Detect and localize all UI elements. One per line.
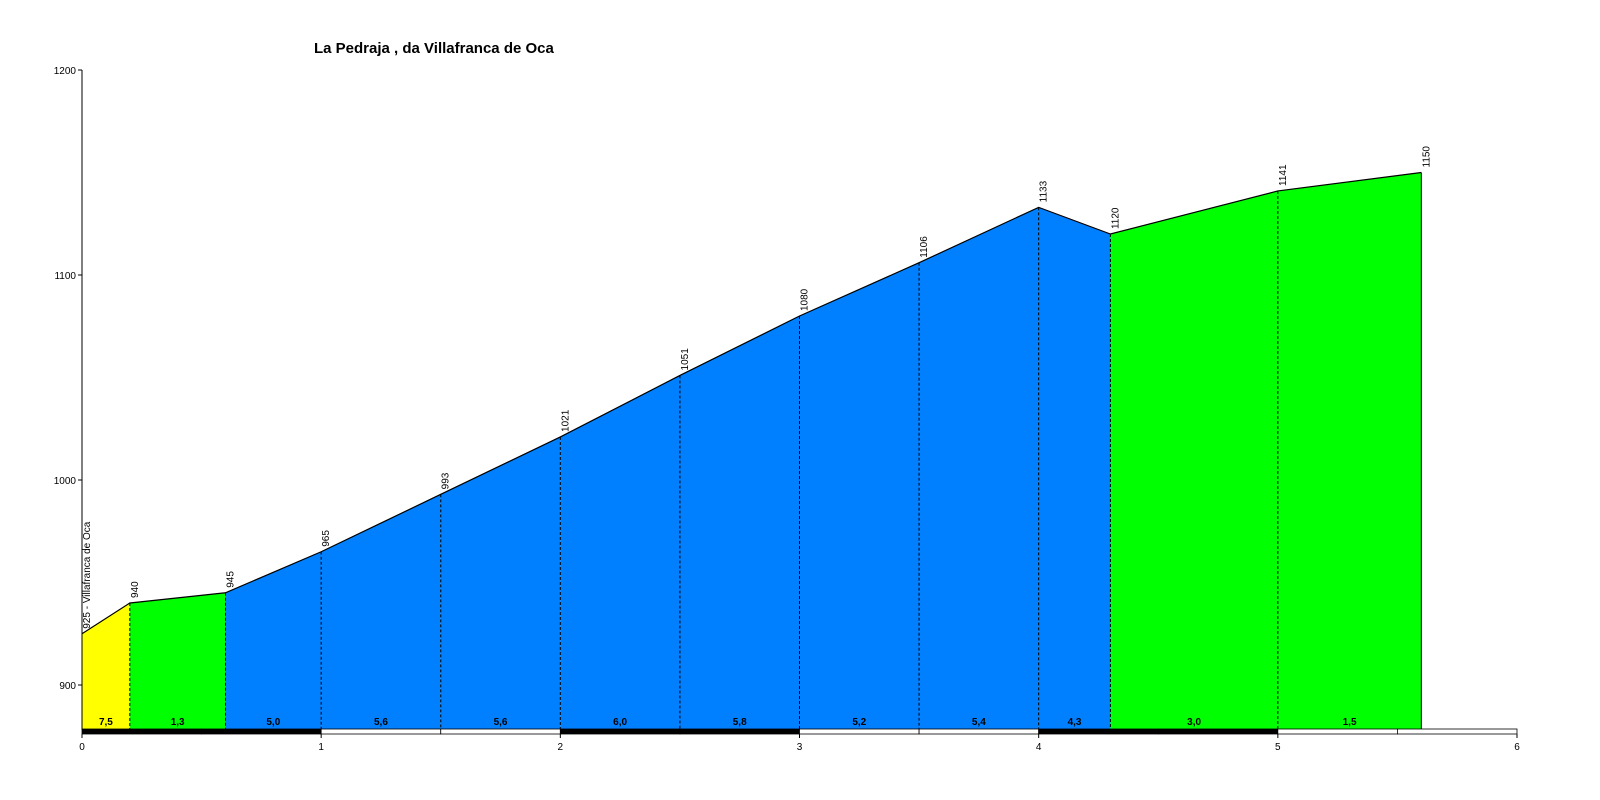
distance-bar-cell-9 [1038, 728, 1159, 735]
elevation-label-4: 965 [321, 530, 332, 547]
gradient-label-9: 5,4 [972, 717, 986, 728]
chart-title: La Pedraja , da Villafranca de Oca [314, 40, 554, 57]
segment-fill-10 [1038, 207, 1111, 731]
elevation-label-9: 1106 [919, 236, 930, 258]
elevation-label-11: 1120 [1110, 207, 1121, 229]
elevation-label-1: 925 - Villafranca de Oca [82, 521, 93, 629]
x-tick-label-4: 4 [1036, 742, 1042, 753]
y-tick-label-2: 1100 [54, 271, 76, 282]
gradient-label-12: 1,5 [1343, 717, 1357, 728]
distance-bar-cell-8 [918, 728, 1040, 735]
profile-line [81, 171, 1422, 635]
y-tick-label-3: 1200 [54, 66, 77, 77]
segment-fill-8 [799, 262, 920, 730]
elevation-label-13: 1150 [1421, 146, 1432, 168]
segment-dividers [129, 172, 1422, 730]
y-tick-label-0: 900 [59, 681, 76, 692]
gradient-labels: 7,5 1,3 5,0 5,6 5,6 6,0 5,8 5,2 5,4 4,3 3,0 1,5 [99, 717, 1357, 728]
elevation-label-5: 993 [441, 472, 452, 489]
gradient-label-8: 5,2 [852, 717, 866, 728]
distance-bar-cell-6 [679, 728, 800, 735]
segment-fill-9 [919, 207, 1039, 731]
gradient-label-4: 5,6 [374, 717, 388, 728]
gradient-label-5: 5,6 [494, 717, 508, 728]
x-tick-label-6: 6 [1514, 742, 1520, 753]
elevation-label-7: 1051 [680, 348, 691, 371]
distance-bar-cell-12 [1397, 728, 1518, 735]
distance-bar-cell-3 [320, 728, 442, 735]
elevation-label-3: 945 [226, 571, 237, 588]
distance-bar-cell-1 [81, 728, 202, 735]
distance-bar-cell-11 [1277, 728, 1398, 735]
x-tick-label-3: 3 [797, 742, 803, 753]
segment-fill-1 [82, 603, 130, 730]
segment-fill-4 [321, 494, 441, 730]
elevation-label-10: 1133 [1039, 180, 1050, 202]
gradient-label-10: 4,3 [1068, 717, 1082, 728]
distance-bar-cell-7 [799, 728, 920, 735]
segment-fill-11 [1110, 190, 1278, 730]
segment-fill-5 [440, 436, 561, 730]
gradient-label-1: 7,5 [99, 717, 113, 728]
segment-fill-6 [560, 375, 680, 730]
profile-polyline [81, 171, 1422, 635]
axes: 900 1000 1100 1200 [54, 66, 83, 730]
elevation-label-12: 1141 [1278, 164, 1289, 186]
segment-fill-12 [1277, 172, 1422, 730]
gradient-label-7: 5,8 [733, 717, 747, 728]
segment-fill-3 [225, 551, 322, 730]
gradient-label-6: 6,0 [613, 717, 627, 728]
y-tick-label-1: 1000 [54, 476, 77, 487]
x-tick-label-2: 2 [558, 742, 564, 753]
distance-bar-cell-10 [1157, 728, 1279, 735]
elevation-label-2: 940 [130, 581, 141, 598]
elevation-label-8: 1080 [800, 288, 811, 311]
gradient-label-11: 3,0 [1187, 717, 1201, 728]
distance-bar-cell-2 [201, 728, 322, 735]
distance-bar: 0 1 2 3 4 5 6 [79, 728, 1520, 753]
x-tick-label-0: 0 [79, 742, 85, 753]
gradient-label-2: 1,3 [171, 717, 185, 728]
profile-segments [82, 172, 1422, 731]
gradient-label-3: 5,0 [266, 717, 280, 728]
segment-fill-2 [129, 592, 226, 730]
elevation-labels: 925 - Villafranca de Oca 940 945 965 993 1021… [82, 146, 1432, 629]
x-tick-label-1: 1 [318, 742, 324, 753]
x-tick-label-5: 5 [1275, 742, 1281, 753]
distance-bar-cell-5 [559, 728, 681, 735]
elevation-label-6: 1021 [560, 409, 571, 432]
segment-fill-7 [679, 316, 800, 730]
distance-bar-cell-4 [440, 728, 561, 735]
